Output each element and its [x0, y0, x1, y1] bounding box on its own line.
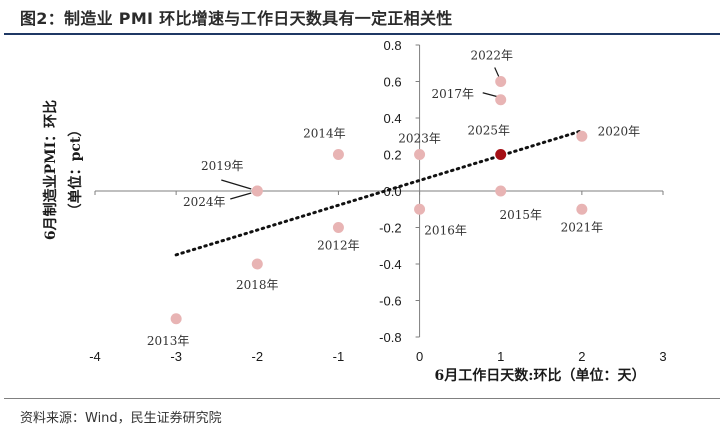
point-label: 2015年 — [499, 208, 542, 222]
source-rule — [4, 398, 720, 399]
point-label: 2025年 — [467, 124, 510, 138]
data-point — [251, 258, 263, 270]
data-point — [576, 203, 588, 215]
point-label: 2017年 — [431, 87, 474, 101]
data-point — [251, 185, 263, 197]
leader-line — [221, 179, 252, 190]
y-tick-label: 0.2 — [383, 148, 401, 163]
point-label: 2024年 — [183, 195, 226, 209]
point-label: 2020年 — [598, 124, 641, 138]
data-point — [495, 94, 507, 106]
data-point — [414, 149, 426, 160]
data-point — [332, 149, 344, 160]
data-point — [414, 203, 426, 215]
data-point — [332, 222, 344, 233]
source-note: 资料来源：Wind，民生证券研究院 — [20, 411, 222, 426]
point-label: 2021年 — [561, 220, 604, 234]
x-tick-label: 1 — [497, 349, 504, 364]
x-tick-label: 2 — [578, 349, 585, 364]
y-axis-title: 6月制造业PMI：环比 — [42, 100, 59, 240]
point-label: 2023年 — [398, 132, 441, 146]
data-point — [495, 76, 507, 87]
x-tick-label: 0 — [416, 349, 423, 364]
y-tick-label: -0.6 — [379, 294, 401, 309]
point-label: 2013年 — [147, 334, 190, 348]
y-tick-label: -0.2 — [379, 221, 401, 236]
point-label: 2019年 — [201, 159, 244, 173]
x-axis-title: 6月工作日天数:环比（单位：天） — [435, 367, 646, 384]
x-tick-label: -4 — [89, 349, 101, 364]
y-tick-label: 0.4 — [383, 111, 401, 126]
point-label: 2012年 — [317, 239, 360, 253]
y-tick-label: -0.4 — [379, 257, 401, 272]
x-tick-label: -3 — [170, 349, 182, 364]
y-axis-unit: （单位：pct） — [67, 123, 84, 218]
x-tick-label: -2 — [252, 349, 264, 364]
leader-line — [482, 92, 498, 98]
point-label: 2022年 — [470, 49, 513, 63]
leader-line — [230, 192, 252, 200]
y-tick-label: 0.8 — [383, 38, 401, 53]
data-point — [576, 130, 588, 142]
scatter-chart: -4 -3 -2 -1 0 1 2 3-0.8-0.6-0.4-0.20.00.20.40.6… — [42, 38, 667, 384]
y-tick-label: -0.8 — [379, 330, 401, 345]
data-point — [170, 313, 182, 325]
point-label: 2014年 — [303, 127, 346, 141]
y-tick-label: 0.6 — [383, 75, 401, 90]
point-label: 2018年 — [236, 278, 279, 292]
trend-line — [174, 129, 584, 257]
x-tick-label: -1 — [333, 349, 345, 364]
title-rule — [4, 33, 720, 35]
point-label: 2016年 — [424, 223, 467, 237]
data-point — [495, 185, 507, 197]
highlight-point — [495, 149, 507, 160]
chart-title: 图2：制造业 PMI 环比增速与工作日天数具有一定正相关性 — [20, 9, 453, 28]
leader-line — [494, 67, 500, 77]
x-tick-label: 3 — [659, 349, 666, 364]
